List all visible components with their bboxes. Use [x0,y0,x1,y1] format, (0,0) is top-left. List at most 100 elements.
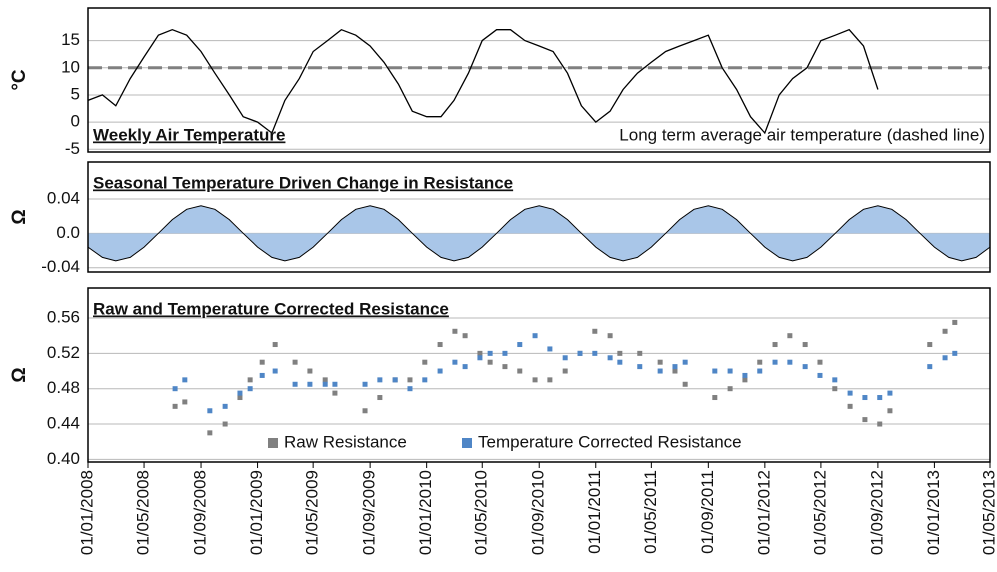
x-tick-label: 01/05/2009 [303,470,322,555]
point [877,421,883,427]
panel-frame [87,287,991,463]
point [607,355,613,361]
y-tick-label: 5 [71,84,80,103]
point [307,368,313,374]
point [682,359,688,365]
y-axis-label: Ω [9,367,30,382]
x-tick-label: 01/01/2013 [924,470,943,555]
point [332,390,338,396]
point [817,372,823,378]
x-tick-label: 01/01/2012 [754,470,773,555]
point [292,359,298,365]
point [672,364,678,370]
x-tick-label: 01/05/2008 [134,470,153,555]
point [172,386,178,392]
panel-title: Seasonal Temperature Driven Change in Re… [93,173,513,192]
point [862,395,868,401]
point [502,350,508,356]
point [462,333,468,339]
y-tick-label: -5 [65,139,80,158]
point [657,368,663,374]
point [927,342,933,348]
point [877,395,883,401]
legend-label: Temperature Corrected Resistance [478,432,742,451]
area-line [87,205,991,262]
point [547,346,553,352]
point [272,342,278,348]
y-axis-label: Ω [9,209,30,224]
x-tick-label: 01/05/2011 [641,470,660,554]
y-tick-label: 0.48 [47,378,80,397]
point [292,381,298,387]
y-tick-label: 0 [71,112,80,131]
point [887,408,893,414]
x-tick-label: 01/09/2010 [529,470,548,555]
x-tick-label: 01/05/2013 [979,470,997,555]
point [182,399,188,405]
point [237,390,243,396]
y-tick-label: 0.40 [47,449,80,468]
annotation: Long term average air temperature (dashe… [619,125,985,144]
point [377,395,383,401]
panel-title: Weekly Air Temperature [93,125,285,144]
point [207,408,213,414]
area-fill [88,205,990,261]
point [407,377,413,383]
x-tick-label: 01/09/2011 [698,470,717,554]
x-tick-label: 01/05/2012 [810,470,829,555]
legend-label: Raw Resistance [284,432,407,451]
point [562,355,568,361]
y-tick-label: 15 [61,30,80,49]
point [862,417,868,423]
point [712,368,718,374]
x-tick-label: 01/09/2012 [867,470,886,555]
x-tick-label: 01/01/2009 [247,470,266,555]
point [802,364,808,370]
point [437,342,443,348]
point [712,395,718,401]
point [787,333,793,339]
point [222,403,228,409]
y-axis-label: °C [9,69,30,91]
point [462,364,468,370]
point [422,377,428,383]
point [757,368,763,374]
point [332,381,338,387]
point [772,359,778,365]
point [592,350,598,356]
y-tick-label: 0.04 [47,188,80,207]
point [847,390,853,396]
point [172,403,178,409]
point [787,359,793,365]
point [942,328,948,334]
point [637,350,643,356]
point [637,364,643,370]
x-tick-label: 01/01/2008 [77,470,96,555]
point [802,342,808,348]
point [422,359,428,365]
point [437,368,443,374]
point [222,421,228,427]
point [562,368,568,374]
point [307,381,313,387]
point [617,350,623,356]
point [547,377,553,383]
point [832,386,838,392]
point [887,390,893,396]
point [532,377,538,383]
point [362,408,368,414]
point [452,359,458,365]
point [392,377,398,383]
point [322,377,328,383]
point [517,368,523,374]
point [727,368,733,374]
legend-swatch [462,438,472,448]
point [832,377,838,383]
point [757,359,763,365]
point [952,319,958,325]
point [362,381,368,387]
point [259,372,265,378]
point [952,350,958,356]
